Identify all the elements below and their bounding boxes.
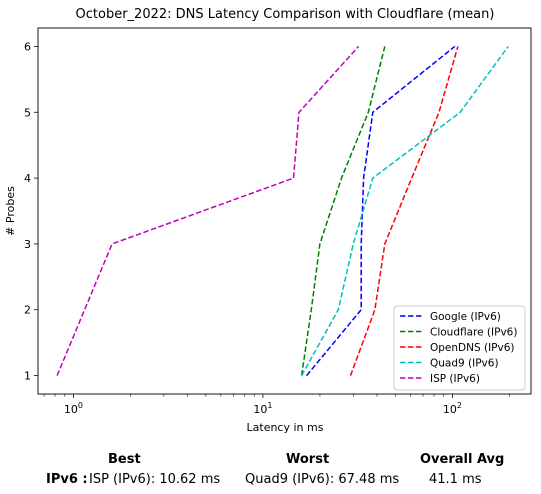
y-tick-label: 6 — [24, 40, 31, 53]
series-line — [349, 46, 459, 376]
x-tick-label: 100 — [64, 401, 83, 416]
legend-entry-label: Quad9 (IPv6) — [430, 358, 499, 370]
plot-frame — [37, 27, 532, 395]
legend-entry-label: Cloudflare (IPv6) — [430, 327, 517, 339]
legend: Google (IPv6) Cloudflare (IPv6) OpenDNS (I… — [393, 305, 526, 391]
x-tick-label: 102 — [443, 401, 462, 416]
summary-worst-header: Worst — [286, 452, 330, 467]
summary-best-header: Best — [108, 452, 141, 467]
chart-title: October_2022: DNS Latency Comparison wit… — [76, 7, 495, 22]
summary-best-value: ISP (IPv6): 10.62 ms — [89, 472, 221, 487]
series-line — [56, 45, 360, 376]
x-tick-base: 10 — [64, 403, 78, 416]
legend-entry-label: ISP (IPv6) — [430, 373, 480, 385]
y-axis-label: # Probes — [4, 186, 17, 236]
y-tick-label: 2 — [24, 304, 31, 317]
summary-worst-value: Quad9 (IPv6): 67.48 ms — [245, 472, 400, 487]
y-tick-label: 5 — [24, 106, 31, 119]
x-tick-base: 10 — [443, 403, 457, 416]
x-tick-label: 101 — [253, 401, 272, 416]
y-tick-label: 4 — [24, 172, 31, 185]
y-tick-label: 1 — [24, 370, 31, 383]
x-tick-exponent: 1 — [267, 401, 272, 410]
x-tick-exponent: 0 — [78, 401, 83, 410]
summary-avg-header: Overall Avg — [420, 452, 505, 467]
legend-entry-label: OpenDNS (IPv6) — [430, 342, 515, 354]
summary-ipv-label: IPv6 : — [46, 472, 88, 487]
series-line — [300, 46, 386, 376]
legend-entry-label: Google (IPv6) — [430, 311, 501, 323]
x-tick-exponent: 2 — [457, 401, 462, 410]
y-tick-label: 3 — [24, 238, 31, 251]
summary-avg-value: 41.1 ms — [429, 472, 482, 487]
legend-box — [393, 305, 526, 391]
x-axis-label: Latency in ms — [247, 421, 324, 434]
series-line — [300, 45, 509, 376]
x-tick-base: 10 — [253, 403, 267, 416]
